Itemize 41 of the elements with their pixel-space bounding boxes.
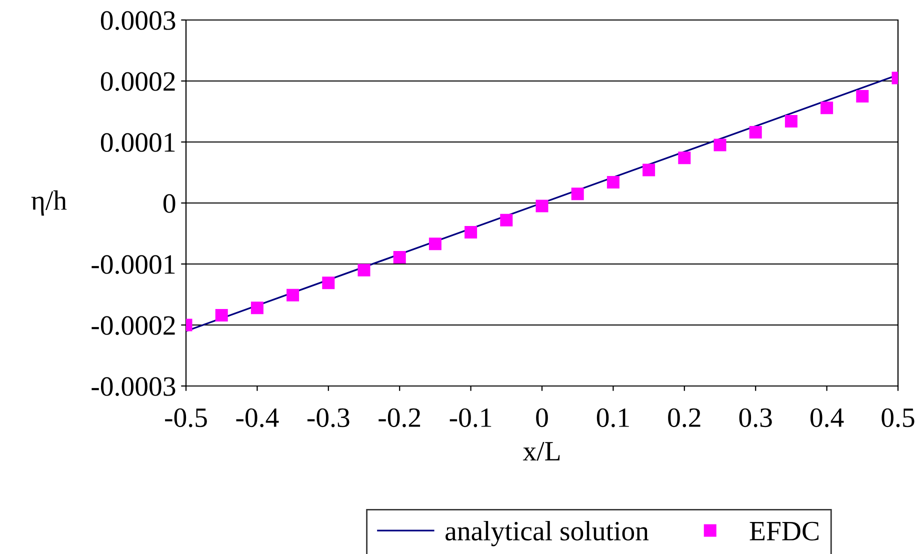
y-tick-label: -0.0003 <box>92 377 176 396</box>
point <box>571 188 584 200</box>
legend-label: EFDC <box>750 522 818 541</box>
x-tick-label: -0.2 <box>378 408 420 428</box>
point <box>464 226 478 239</box>
x-tick-label: -0.3 <box>307 408 350 428</box>
point <box>215 308 228 322</box>
point <box>393 251 406 264</box>
point <box>820 102 834 114</box>
x-tick-label: 0.1 <box>596 408 629 428</box>
point <box>856 90 869 102</box>
x-tick-label: 0.3 <box>739 408 772 428</box>
point <box>642 164 656 176</box>
y-tick-label: -0.0001 <box>92 255 175 274</box>
point <box>714 138 726 152</box>
point <box>606 176 620 189</box>
point <box>250 302 264 314</box>
y-tick-label: 0 <box>163 194 176 213</box>
y-tick-label: 0.0001 <box>100 133 175 152</box>
point <box>678 152 691 164</box>
y-tick-label: 0.0002 <box>100 72 175 92</box>
point <box>500 214 513 226</box>
x-tick-label: -0.4 <box>236 408 279 428</box>
point <box>322 276 335 290</box>
x-tick-label: 0 <box>536 408 548 428</box>
x-tick-label: -0.1 <box>450 408 492 428</box>
x-tick-label: 0.4 <box>810 408 844 428</box>
point <box>286 288 300 302</box>
x-tick-label: -0.5 <box>165 408 207 428</box>
x-tick-label: 0.5 <box>882 408 914 428</box>
legend-label: analytical solution <box>446 520 649 546</box>
y-axis-title: η/h <box>31 190 67 216</box>
y-tick-label: 0.0003 <box>100 11 176 30</box>
point <box>784 115 798 128</box>
point <box>428 238 442 250</box>
point <box>536 200 548 212</box>
point <box>358 264 370 276</box>
y-tick-label: -0.0002 <box>92 316 175 336</box>
x-tick-label: 0.2 <box>668 408 700 428</box>
point <box>749 126 762 138</box>
x-axis-title: x/L <box>522 442 560 461</box>
